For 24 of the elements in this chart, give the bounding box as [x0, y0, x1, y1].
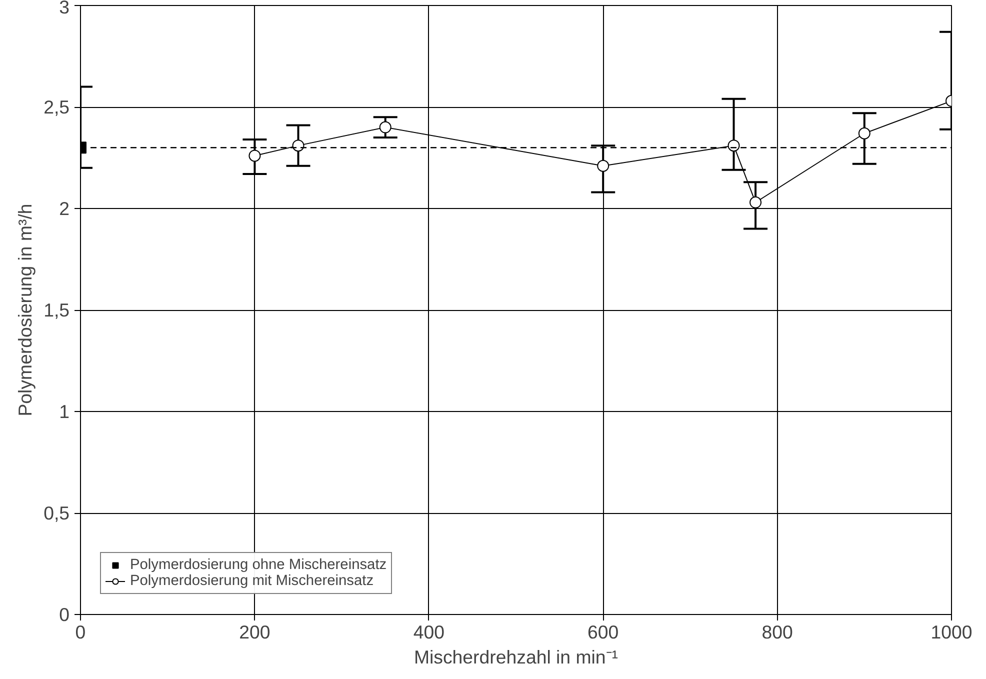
y-tick-label: 0,5	[44, 502, 70, 524]
x-tick-label: 600	[588, 622, 619, 642]
y-tick-label: 2,5	[44, 96, 70, 118]
y-tick-label: 1,5	[44, 300, 70, 320]
legend-label: Polymerdosierung mit Mischereinsatz	[130, 573, 374, 589]
y-tick-label: 3	[59, 0, 70, 18]
point	[750, 196, 762, 208]
y-tick-label: 2	[59, 198, 70, 219]
x-tick-label: 800	[762, 622, 793, 642]
y-axis-title: Polymerdosierung in m³/h	[14, 204, 36, 416]
y-tick-label: 1	[59, 401, 70, 422]
point	[379, 121, 392, 134]
x-tick-label: 200	[239, 622, 270, 642]
x-tick-label: 1000	[930, 622, 972, 642]
point	[248, 150, 261, 162]
point	[597, 160, 610, 172]
point	[728, 140, 740, 152]
x-axis-title: Mischerdrehzahl in min⁻¹	[414, 646, 618, 668]
x-tick-label: 400	[413, 622, 444, 642]
y-tick-label: 0	[59, 604, 70, 625]
x-tick-label: 0	[75, 622, 86, 642]
point	[858, 127, 870, 140]
point	[292, 140, 304, 152]
legend-label: Polymerdosierung ohne Mischereinsatz	[130, 557, 387, 573]
